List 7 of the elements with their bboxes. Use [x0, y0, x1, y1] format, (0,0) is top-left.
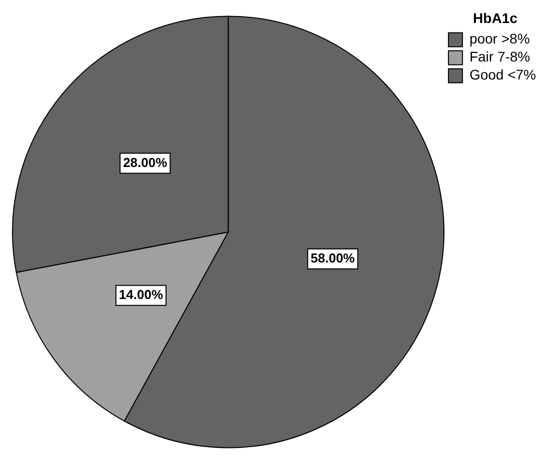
legend-label: Fair 7-8% — [469, 48, 530, 65]
legend-title: HbA1c — [473, 10, 518, 26]
data-label: 28.00% — [123, 154, 168, 170]
data-label: 14.00% — [118, 286, 164, 302]
data-label: 58.00% — [310, 250, 356, 266]
legend-label: Good <7% — [469, 66, 536, 83]
legend-label: poor >8% — [469, 30, 530, 47]
